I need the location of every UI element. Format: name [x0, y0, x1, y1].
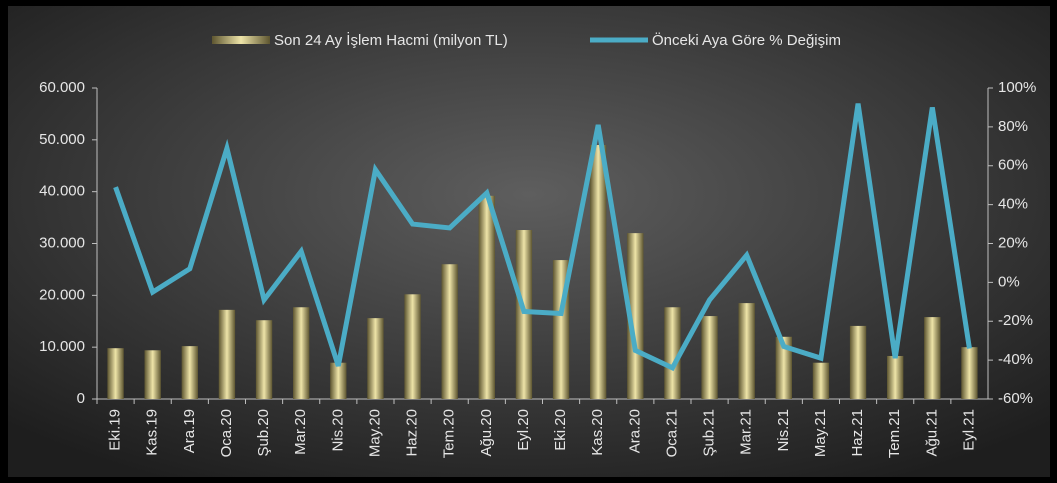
bar — [255, 320, 273, 399]
y2-tick-label: -20% — [998, 312, 1033, 329]
x-tick-label: Eki.19 — [107, 409, 124, 451]
line — [113, 103, 972, 372]
y-tick-label: 0 — [77, 390, 85, 407]
x-tick-label: Şub.20 — [255, 409, 272, 457]
y2-tick-label: -40% — [998, 351, 1033, 368]
y2-tick-label: 40% — [998, 196, 1028, 213]
x-tick-label: May.20 — [366, 409, 383, 457]
x-tick-label: Nis.21 — [775, 409, 792, 452]
x-tick-label: Eki.20 — [552, 409, 569, 451]
y2-tick-label: 100% — [998, 79, 1036, 96]
bar — [144, 350, 161, 399]
y-tick-label: 20.000 — [39, 286, 85, 303]
x-tick-label: Eyl.21 — [960, 409, 977, 451]
bar — [107, 348, 124, 399]
y-tick-label: 30.000 — [39, 234, 85, 251]
bar — [181, 346, 198, 399]
x-tick-label: Ara.20 — [626, 409, 643, 453]
bar — [849, 325, 867, 399]
y2-tick-label: 80% — [998, 118, 1028, 135]
x-tick-label: Haz.21 — [849, 409, 866, 457]
x-tick-label: Ara.19 — [181, 409, 198, 453]
x-tick-label: Ağu.21 — [923, 409, 940, 457]
x-tick-label: Şub.21 — [701, 409, 718, 457]
legend-swatch — [212, 36, 270, 44]
y2-tick-label: 60% — [998, 157, 1028, 174]
x-tick-label: Oca.20 — [218, 409, 235, 457]
bar — [404, 294, 421, 399]
y-tick-label: 10.000 — [39, 338, 85, 355]
legend-label: Son 24 Ay İşlem Hacmi (milyon TL) — [274, 31, 508, 49]
bar — [441, 264, 458, 399]
y-tick-label: 50.000 — [39, 131, 85, 148]
x-tick-label: Tem.20 — [441, 409, 458, 458]
bar — [627, 233, 644, 399]
bar — [515, 230, 533, 399]
y-tick-label: 60.000 — [39, 79, 85, 96]
y-tick-label: 40.000 — [39, 183, 85, 200]
bar — [812, 362, 830, 399]
bar — [924, 317, 941, 399]
bar — [664, 307, 681, 399]
x-tick-label: Mar.20 — [292, 409, 309, 455]
x-tick-label: Nis.20 — [329, 409, 346, 452]
x-tick-label: Eyl.20 — [515, 409, 532, 451]
bar — [330, 362, 347, 399]
x-tick-label: Haz.20 — [404, 409, 421, 457]
x-tick-label: Oca.21 — [663, 409, 680, 457]
x-tick-label: Ağu.20 — [478, 409, 495, 457]
bar — [367, 318, 384, 399]
x-tick-label: Kas.20 — [589, 409, 606, 456]
y2-tick-label: 20% — [998, 234, 1028, 251]
bar — [961, 347, 978, 399]
bar — [590, 145, 607, 399]
x-tick-label: Mar.21 — [738, 409, 755, 455]
y2-tick-label: 0% — [998, 273, 1020, 290]
bar — [887, 355, 904, 399]
bar — [738, 303, 755, 399]
x-tick-label: Kas.19 — [144, 409, 161, 456]
x-tick-label: May.21 — [812, 409, 829, 457]
legend-label: Önceki Aya Göre % Değişim — [652, 31, 841, 49]
bar — [293, 307, 310, 399]
bar — [478, 195, 495, 399]
bar — [701, 316, 718, 399]
bar — [775, 336, 792, 399]
x-tick-label: Tem.21 — [886, 409, 903, 458]
bar — [218, 309, 236, 399]
y2-tick-label: -60% — [998, 390, 1033, 407]
